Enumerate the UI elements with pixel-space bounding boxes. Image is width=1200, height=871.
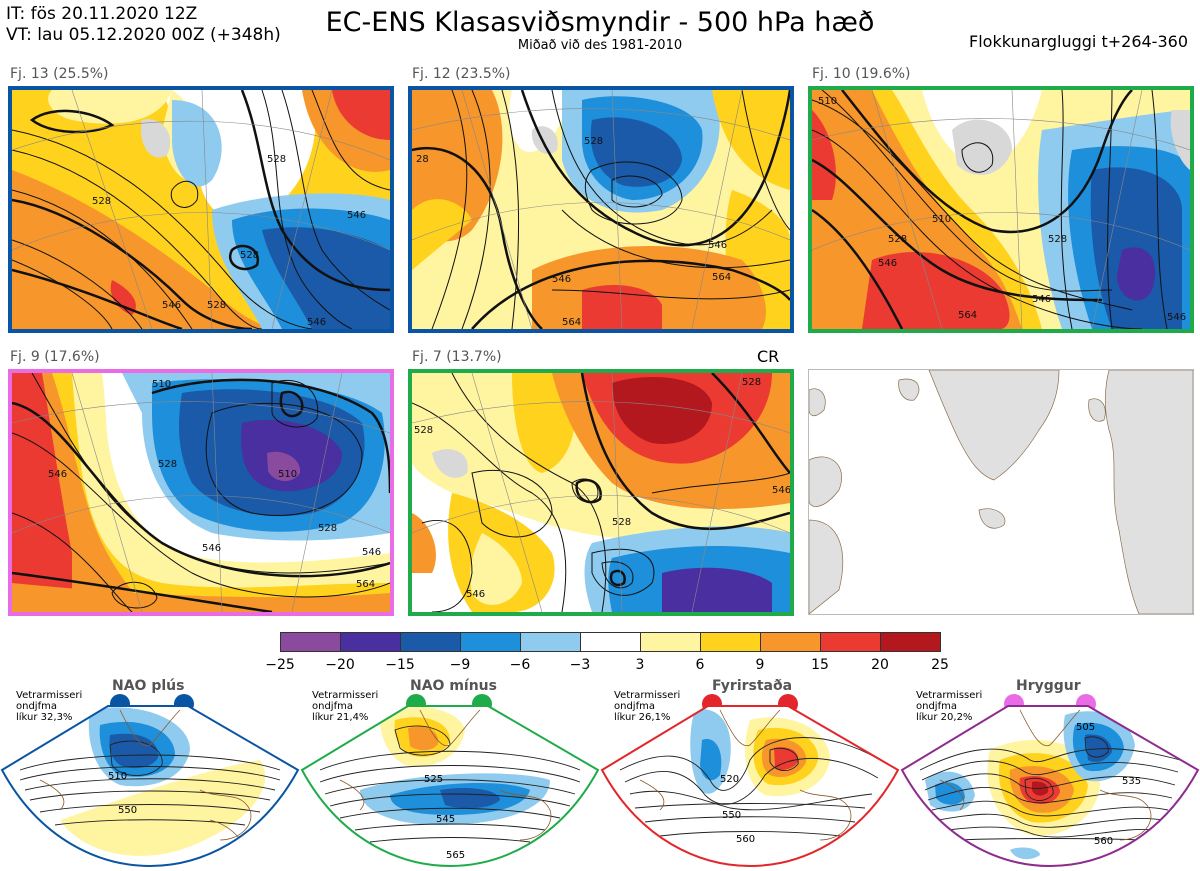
colorbar [280, 632, 941, 652]
contour-label: 546 [552, 274, 571, 285]
panel-label-1: Fj. 13 (25.5%) [10, 66, 109, 82]
contour-label: 510 [932, 214, 951, 225]
contour-label: 546 [878, 258, 897, 269]
contour-label: 28 [416, 154, 429, 165]
cluster-map-2: 528 28 546 546 564 564 [408, 86, 794, 333]
contour-label: 528 [1048, 234, 1067, 245]
contour-label: 546 [48, 469, 67, 480]
panel-label-2: Fj. 12 (23.5%) [412, 66, 511, 82]
colorbar-segment [281, 633, 341, 651]
cluster-map-5: 528 528 546 546 528 [408, 369, 794, 616]
panel-label-3: Fj. 10 (19.6%) [812, 66, 911, 82]
contour-label: 545 [436, 814, 455, 825]
contour-label: 546 [466, 589, 485, 600]
contour-label: 505 [1076, 722, 1095, 733]
regime-title-1: NAO plús [112, 678, 185, 694]
colorbar-tick: −6 [509, 657, 531, 673]
contour-label: 528 [92, 196, 111, 207]
regime-note-3: Vetrarmisseri ondjfma líkur 26,1% [614, 690, 681, 723]
contour-label: 550 [722, 810, 741, 821]
contour-label: 564 [356, 579, 375, 590]
colorbar-tick: −15 [385, 657, 415, 673]
contour-label: 528 [742, 377, 761, 388]
header-info: IT: fös 20.11.2020 12Z VT: lau 05.12.202… [6, 4, 281, 46]
panel-cr-label: CR [757, 347, 780, 366]
regime-note-2: Vetrarmisseri ondjfma líkur 21,4% [312, 690, 379, 723]
regime-title-4: Hryggur [1016, 678, 1081, 694]
colorbar-tick: 15 [811, 657, 829, 673]
contour-label: 510 [152, 379, 171, 390]
contour-label: 528 [267, 154, 286, 165]
contour-label: 546 [708, 240, 727, 251]
colorbar-segment [881, 633, 940, 651]
contour-label: 528 [612, 517, 631, 528]
contour-label: 520 [720, 774, 739, 785]
contour-label: 546 [202, 543, 221, 554]
regime-map-1: 510 550 [0, 705, 300, 868]
colorbar-tick: −20 [325, 657, 355, 673]
contour-label: 528 [414, 425, 433, 436]
reference-map [808, 369, 1194, 615]
colorbar-segment [641, 633, 701, 651]
contour-label: 546 [162, 300, 181, 311]
panel-label-5: Fj. 7 (13.7%) [412, 349, 502, 365]
contour-label: 560 [736, 834, 755, 845]
panel-label-4: Fj. 9 (17.6%) [10, 349, 100, 365]
contour-label: 528 [158, 459, 177, 470]
colorbar-segment [521, 633, 581, 651]
colorbar-segment [761, 633, 821, 651]
contour-label: 560 [1094, 836, 1113, 847]
regime-title-3: Fyrirstaða [712, 678, 793, 694]
contour-label: 528 [240, 250, 259, 261]
contour-label: 525 [424, 774, 443, 785]
contour-label: 564 [958, 310, 977, 321]
contour-label: 528 [888, 234, 907, 245]
cluster-map-1: 528 528 546 528 546 528 546 [8, 86, 394, 333]
colorbar-segment [821, 633, 881, 651]
colorbar-segment [401, 633, 461, 651]
classification-window: Flokkunargluggi t+264-360 [969, 32, 1188, 51]
colorbar-segment [701, 633, 761, 651]
colorbar-tick: 6 [695, 657, 705, 673]
colorbar-tick: 25 [931, 657, 949, 673]
colorbar-tick: −3 [569, 657, 591, 673]
page-title: EC-ENS Klasasviðsmyndir - 500 hPa hæð [325, 7, 875, 38]
colorbar-tick: −9 [449, 657, 471, 673]
contour-label: 550 [118, 805, 137, 816]
colorbar-tick: 3 [635, 657, 645, 673]
contour-label: 546 [772, 485, 790, 496]
colorbar-segment [341, 633, 401, 651]
valid-time: VT: lau 05.12.2020 00Z (+348h) [6, 25, 281, 45]
cluster-map-3: 510 528 546 564 546 528 546 510 [808, 86, 1194, 333]
cluster-map-4: 510 528 546 528 546 564 546 510 [8, 369, 394, 616]
contour-label: 546 [347, 210, 366, 221]
contour-label: 510 [818, 96, 837, 107]
colorbar-segment [461, 633, 521, 651]
contour-label: 565 [446, 850, 465, 861]
contour-label: 546 [1167, 312, 1186, 323]
contour-label: 528 [318, 523, 337, 534]
colorbar-tick: −25 [265, 657, 295, 673]
contour-label: 564 [712, 272, 731, 283]
regime-note-4: Vetrarmisseri ondjfma líkur 20,2% [916, 690, 983, 723]
regime-map-3: 520 550 560 [600, 705, 900, 868]
regime-note-1: Vetrarmisseri ondjfma líkur 32,3% [16, 690, 83, 723]
contour-label: 564 [562, 317, 581, 328]
colorbar-segment [581, 633, 641, 651]
regime-title-2: NAO mínus [410, 678, 497, 694]
contour-label: 546 [1032, 294, 1051, 305]
contour-label: 510 [108, 771, 127, 782]
contour-label: 546 [307, 317, 326, 328]
initial-time: IT: fös 20.11.2020 12Z [6, 4, 198, 24]
contour-label: 510 [278, 469, 297, 480]
contour-label: 528 [584, 136, 603, 147]
colorbar-tick: 9 [755, 657, 765, 673]
page-subtitle: Miðað við des 1981-2010 [517, 38, 683, 53]
colorbar-tick: 20 [871, 657, 889, 673]
regime-map-2: 525 545 565 [300, 705, 600, 868]
contour-label: 535 [1122, 776, 1141, 787]
contour-label: 546 [362, 547, 381, 558]
regime-map-4: 505 535 560 [900, 705, 1200, 868]
contour-label: 528 [207, 300, 226, 311]
